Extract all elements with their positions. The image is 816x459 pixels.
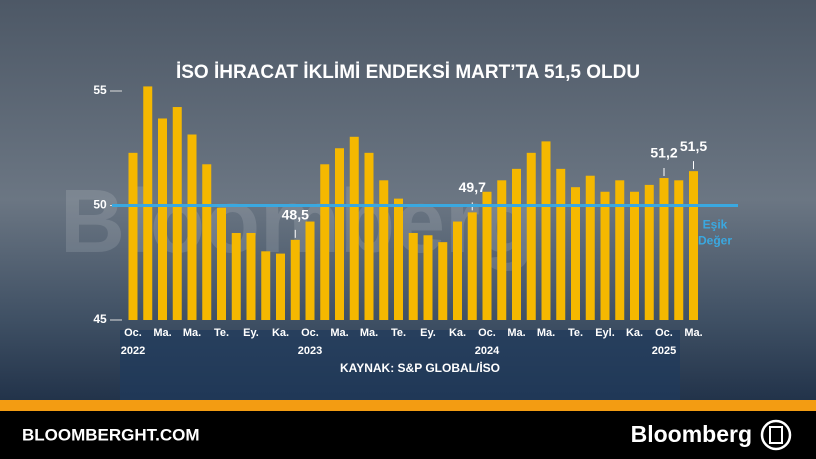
bar bbox=[128, 152, 138, 320]
x-tick-label: Te. bbox=[391, 327, 406, 339]
bar bbox=[158, 118, 167, 320]
bar bbox=[585, 175, 595, 320]
y-tick-label: 50 bbox=[93, 198, 107, 212]
bar bbox=[541, 141, 551, 320]
y-tick-label: 45 bbox=[93, 312, 107, 326]
chart-title: İSO İHRACAT İKLİMİ ENDEKSİ MART’TA 51,5 … bbox=[176, 62, 640, 83]
reference-label: Değer bbox=[698, 234, 732, 248]
bar bbox=[630, 191, 639, 320]
x-tick-label: Ma. bbox=[153, 327, 171, 339]
x-tick-label: Eyl. bbox=[595, 327, 615, 339]
bar bbox=[187, 134, 197, 320]
bar bbox=[571, 187, 580, 320]
bar bbox=[217, 207, 226, 320]
logo bbox=[760, 419, 792, 451]
footer-stripe bbox=[0, 400, 816, 411]
x-tick-label: Te. bbox=[214, 327, 229, 339]
bar bbox=[512, 168, 521, 320]
x-tick-label: Ma. bbox=[330, 327, 348, 339]
bar bbox=[556, 168, 566, 320]
bar bbox=[423, 235, 433, 320]
bar bbox=[497, 180, 507, 320]
bar bbox=[349, 136, 359, 320]
x-tick-label: Ka. bbox=[272, 327, 289, 339]
x-year-label: 2023 bbox=[298, 345, 322, 357]
x-tick-label: Ka. bbox=[626, 327, 643, 339]
bar bbox=[172, 107, 182, 320]
bar bbox=[644, 184, 654, 320]
value-label: 48,5 bbox=[282, 207, 309, 223]
value-label: 51,2 bbox=[650, 145, 677, 161]
bar bbox=[482, 191, 492, 320]
x-tick-label: Oc. bbox=[301, 327, 319, 339]
bar bbox=[600, 191, 610, 320]
bar bbox=[438, 242, 448, 320]
bar bbox=[526, 152, 536, 320]
bar bbox=[467, 212, 477, 320]
x-tick-label: Ka. bbox=[449, 327, 466, 339]
bar bbox=[143, 86, 153, 320]
x-tick-label: Ma. bbox=[537, 327, 555, 339]
x-tick-label: Ma. bbox=[183, 327, 201, 339]
source: KAYNAK: S&P GLOBAL/İSO bbox=[340, 360, 500, 375]
bar bbox=[394, 198, 403, 320]
bar bbox=[453, 221, 462, 320]
bar bbox=[379, 180, 389, 320]
reference-label: Eşik bbox=[703, 218, 728, 232]
bar bbox=[335, 148, 344, 320]
x-tick-label: Ma. bbox=[507, 327, 525, 339]
value-label: 51,5 bbox=[680, 138, 707, 154]
value-label: 49,7 bbox=[459, 179, 486, 195]
x-tick-label: Ey. bbox=[420, 327, 436, 339]
x-year-label: 2024 bbox=[475, 345, 500, 357]
y-tick-label: 55 bbox=[93, 83, 107, 97]
bar bbox=[364, 152, 374, 320]
bar bbox=[408, 232, 418, 320]
x-tick-label: Oc. bbox=[478, 327, 496, 339]
x-tick-label: Oc. bbox=[655, 327, 673, 339]
x-tick-label: Ma. bbox=[684, 327, 702, 339]
bar bbox=[231, 232, 241, 320]
x-tick-label: Oc. bbox=[124, 327, 142, 339]
x-tick-label: Ma. bbox=[360, 327, 378, 339]
bar bbox=[659, 178, 669, 320]
x-year-label: 2025 bbox=[652, 345, 676, 357]
bar bbox=[689, 171, 698, 320]
bar bbox=[290, 239, 300, 320]
bar bbox=[615, 180, 625, 320]
footer-site: BLOOMBERGHT.COM bbox=[22, 425, 200, 444]
bar bbox=[276, 253, 285, 320]
footer bbox=[0, 411, 816, 459]
x-tick-label: Te. bbox=[568, 327, 583, 339]
x-year-label: 2022 bbox=[121, 345, 145, 357]
logo-mark bbox=[769, 426, 783, 444]
x-tick-label: Ey. bbox=[243, 327, 259, 339]
bar bbox=[674, 180, 684, 320]
bar bbox=[261, 251, 271, 320]
bar bbox=[320, 164, 330, 320]
ship-hull bbox=[120, 330, 680, 400]
bar bbox=[202, 164, 212, 320]
bar bbox=[246, 232, 256, 320]
bar bbox=[305, 221, 315, 320]
footer-brand: Bloomberg bbox=[631, 421, 752, 447]
